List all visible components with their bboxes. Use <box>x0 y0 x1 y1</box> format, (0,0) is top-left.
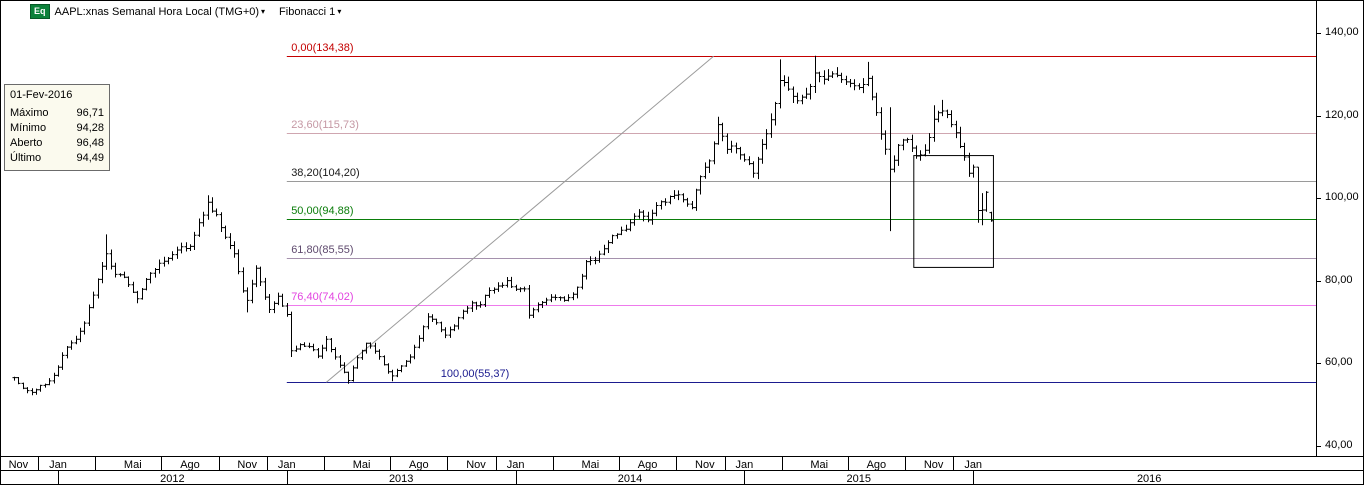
tooltip-row-last: Último 94,49 <box>10 151 104 166</box>
drawn-rectangle-annotation[interactable] <box>913 155 994 268</box>
tooltip-value-high: 96,71 <box>76 107 104 119</box>
fibonacci-trendline[interactable] <box>326 55 714 383</box>
chart-header: Eq AAPL:xnas Semanal Hora Local (TMG+0) … <box>30 4 343 19</box>
instrument-title[interactable]: AAPL:xnas Semanal Hora Local (TMG+0) <box>54 5 260 18</box>
tooltip-value-open: 96,48 <box>76 137 104 149</box>
ohlc-tooltip: 01-Fev-2016 Máximo 96,71 Mínimo 94,28 Ab… <box>4 84 110 171</box>
tooltip-value-last: 94,49 <box>76 152 104 164</box>
tooltip-date: 01-Fev-2016 <box>10 89 73 101</box>
tooltip-label-low: Mínimo <box>10 122 47 134</box>
tooltip-label-open: Aberto <box>10 137 43 149</box>
fibonacci-tool-label[interactable]: Fibonacci 1 <box>279 5 336 18</box>
tooltip-label-high: Máximo <box>10 107 49 119</box>
equity-type-badge: Eq <box>30 4 50 19</box>
tooltip-row-open: Aberto 96,48 <box>10 136 104 151</box>
tooltip-label-last: Último <box>10 152 42 164</box>
tooltip-row-high: Máximo 96,71 <box>10 106 104 121</box>
tooltip-row-low: Mínimo 94,28 <box>10 121 104 136</box>
tool-chevron-down-icon[interactable]: ▾ <box>337 7 342 16</box>
ohlc-bars <box>12 55 994 396</box>
tooltip-value-low: 94,28 <box>76 122 104 134</box>
instrument-chevron-down-icon[interactable]: ▾ <box>261 7 266 16</box>
